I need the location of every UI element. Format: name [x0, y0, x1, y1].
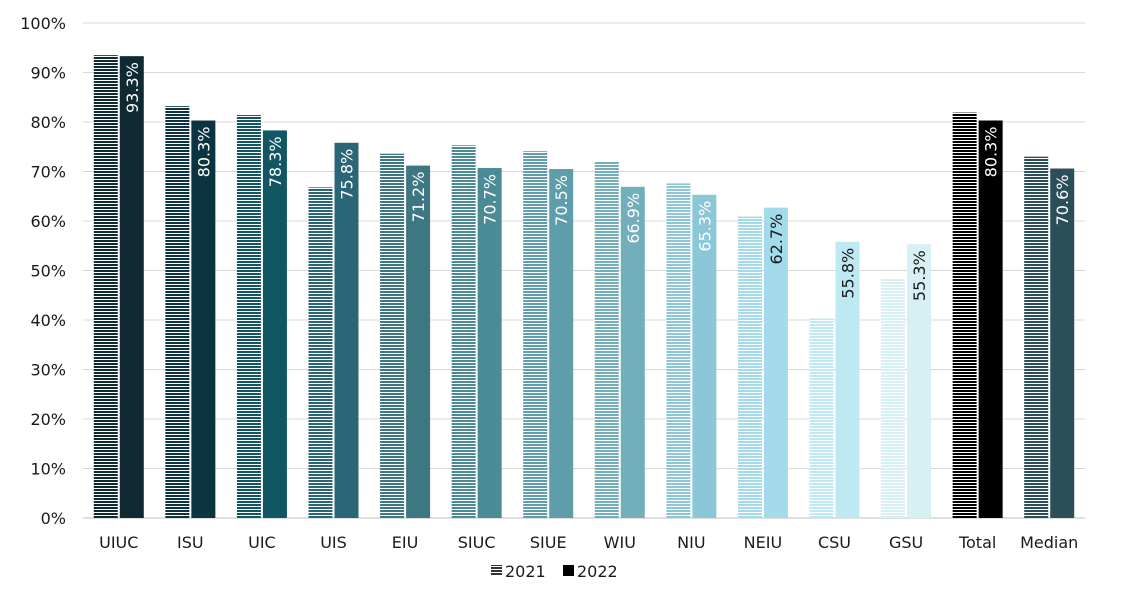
bar-2021-gsu: [881, 278, 906, 518]
y-tick-label: 30%: [30, 361, 66, 380]
bar-2021-eiu: [380, 153, 405, 518]
bar-2022-eiu: [406, 165, 431, 518]
y-tick-label: 70%: [30, 163, 66, 182]
bars: [93, 55, 1075, 519]
legend-swatch-2022: [563, 565, 574, 576]
data-label-2022-niu: 65.3%: [695, 201, 714, 252]
category-label-gsu: GSU: [889, 533, 923, 552]
bar-2021-median: [1024, 156, 1049, 518]
y-tick-label: 0%: [41, 509, 66, 528]
data-label-2022-siue: 70.5%: [552, 175, 571, 226]
legend: 2021 2022: [491, 562, 618, 581]
bar-2022-median: [1050, 168, 1075, 518]
bar-2022-wiu: [620, 186, 645, 518]
legend-item-2021: 2021: [491, 562, 546, 581]
bar-2022-siuc: [477, 168, 502, 518]
y-tick-label: 10%: [30, 460, 66, 479]
category-label-uiuc: UIUC: [99, 533, 138, 552]
data-label-2022-isu: 80.3%: [194, 127, 213, 178]
data-label-2022-uis: 75.8%: [338, 149, 357, 200]
category-label-uis: UIS: [320, 533, 347, 552]
legend-label-2022: 2022: [577, 562, 618, 581]
category-label-neiu: NEIU: [744, 533, 783, 552]
bar-2022-csu: [835, 241, 860, 519]
category-label-csu: CSU: [818, 533, 851, 552]
bar-2022-total: [978, 120, 1003, 518]
category-label-wiu: WIU: [604, 533, 636, 552]
data-label-2022-uic: 78.3%: [266, 136, 285, 187]
bar-2021-niu: [666, 183, 691, 518]
y-tick-label: 60%: [30, 212, 66, 231]
y-tick-label: 40%: [30, 311, 66, 330]
bar-2021-isu: [165, 106, 190, 518]
bar-2022-isu: [191, 120, 216, 518]
data-label-2022-uiuc: 93.3%: [123, 62, 142, 113]
bar-2021-total: [952, 112, 977, 518]
y-axis-ticks: 0% 10% 20% 30% 40% 50% 60% 70% 80% 90% 100%: [20, 14, 66, 528]
bar-2021-neiu: [737, 216, 762, 519]
category-label-siuc: SIUC: [458, 533, 496, 552]
bar-2021-csu: [809, 318, 834, 518]
category-label-niu: NIU: [677, 533, 705, 552]
bar-2022-gsu: [907, 244, 932, 518]
bar-2021-uis: [308, 187, 333, 518]
category-label-uic: UIC: [248, 533, 276, 552]
category-labels: UIUC ISU UIC UIS EIU SIUC SIUE WIU NIU NEIU CSU GSU…: [99, 533, 1078, 552]
y-tick-label: 90%: [30, 64, 66, 83]
bar-2021-siuc: [451, 145, 476, 518]
legend-swatch-2021: [491, 565, 502, 576]
data-label-2022-eiu: 71.2%: [409, 172, 428, 223]
category-label-isu: ISU: [177, 533, 204, 552]
data-label-2022-median: 70.6%: [1053, 175, 1072, 226]
bar-2022-niu: [692, 194, 717, 518]
y-tick-label: 50%: [30, 262, 66, 281]
bar-2021-uic: [236, 115, 261, 518]
data-label-2022-gsu: 55.3%: [910, 250, 929, 301]
y-tick-label: 80%: [30, 113, 66, 132]
bar-2021-uiuc: [93, 55, 118, 519]
bar-2022-siue: [549, 169, 574, 518]
bar-2021-siue: [523, 151, 548, 518]
bar-2022-uiuc: [119, 56, 144, 518]
category-label-siue: SIUE: [530, 533, 567, 552]
bar-2022-uis: [334, 142, 359, 519]
category-label-median: Median: [1020, 533, 1078, 552]
y-tick-label: 20%: [30, 410, 66, 429]
gridlines: [83, 22, 1085, 519]
data-label-2022-siuc: 70.7%: [481, 174, 500, 225]
data-label-2022-wiu: 66.9%: [624, 193, 643, 244]
legend-label-2021: 2021: [505, 562, 546, 581]
data-label-2022-total: 80.3%: [982, 127, 1001, 178]
data-label-2022-neiu: 62.7%: [767, 214, 786, 265]
category-label-eiu: EIU: [392, 533, 419, 552]
y-tick-label: 100%: [20, 14, 66, 33]
data-labels: 93.3% 80.3% 78.3% 75.8% 71.2% 70.7% 70.5% 66.9%…: [123, 62, 1072, 301]
data-label-2022-csu: 55.8%: [839, 248, 858, 299]
bar-2022-neiu: [763, 207, 788, 518]
category-label-total: Total: [958, 533, 996, 552]
bar-2022-uic: [262, 130, 287, 519]
bar-2021-wiu: [594, 161, 619, 518]
legend-item-2022: 2022: [563, 562, 618, 581]
